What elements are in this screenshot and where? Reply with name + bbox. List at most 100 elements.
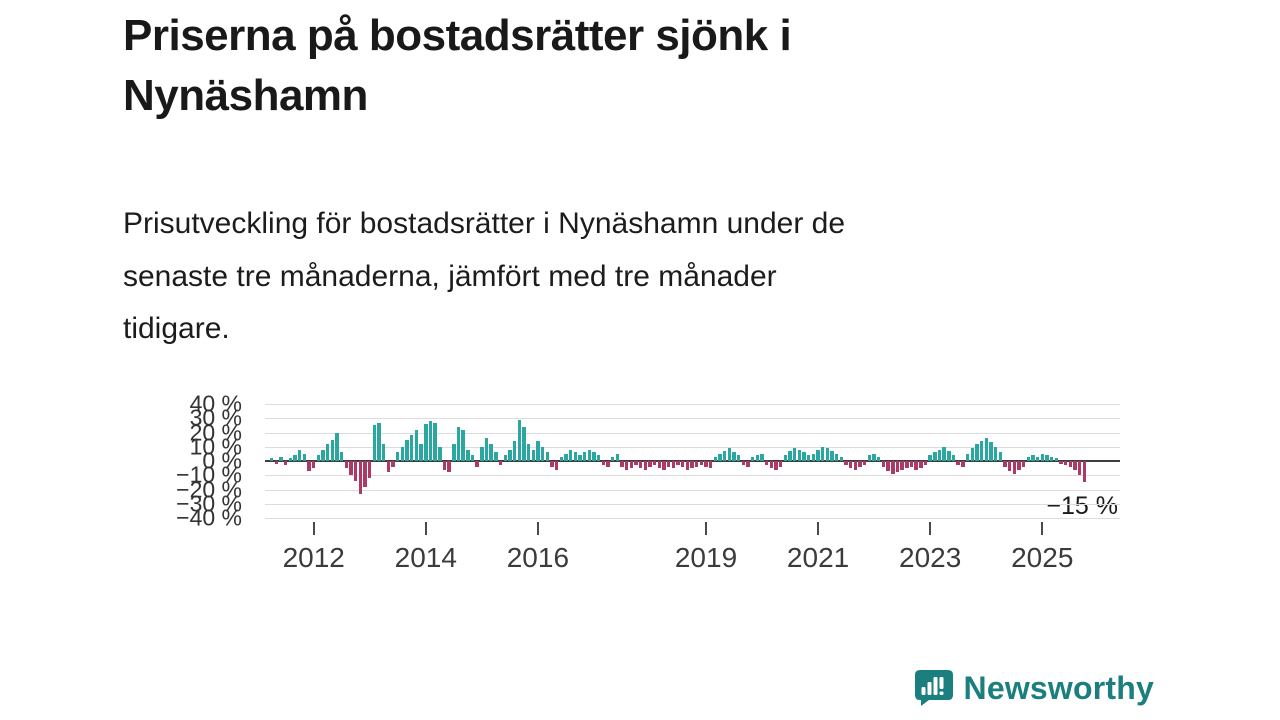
gridline xyxy=(265,404,1120,405)
bar-positive xyxy=(933,452,937,461)
bar-positive xyxy=(377,422,381,461)
bar-positive xyxy=(727,448,732,461)
gridline xyxy=(265,489,1120,491)
bar-negative xyxy=(1082,461,1086,483)
x-axis: 2012 2014 2016 2019 2021 2023 2025 xyxy=(265,518,1120,588)
chart-title-line-2: Nynäshamn xyxy=(123,70,368,120)
bar-positive xyxy=(531,449,535,461)
y-tick-label: 10 % xyxy=(189,433,242,460)
bar-negative xyxy=(363,461,367,487)
bar-positive xyxy=(540,446,545,461)
newsworthy-logo-icon xyxy=(914,670,953,706)
bar-positive xyxy=(783,455,788,461)
y-tick-label: 0 % xyxy=(202,447,242,474)
x-tick-label: 2016 xyxy=(506,542,570,573)
bar-positive xyxy=(326,443,330,461)
bar-positive xyxy=(1054,458,1058,461)
bar-positive xyxy=(615,453,619,461)
x-tick xyxy=(424,522,427,535)
bar-negative xyxy=(680,461,685,467)
bar-positive xyxy=(830,451,834,461)
bar-negative xyxy=(699,461,704,466)
bar-positive xyxy=(330,439,335,461)
bar-positive xyxy=(989,442,993,461)
bar-negative xyxy=(312,461,316,469)
bar-positive xyxy=(951,455,956,461)
chart-description-line-1: Prisutveckling för bostadsrätter i Nynäs… xyxy=(123,207,846,240)
bar-negative xyxy=(708,461,713,469)
bar-positive xyxy=(522,426,526,461)
bar-positive xyxy=(587,449,591,461)
bar-positive xyxy=(979,441,984,461)
bar-negative xyxy=(391,461,395,467)
x-tick xyxy=(312,522,315,535)
bar-positive xyxy=(545,452,549,461)
bar-negative xyxy=(662,461,666,470)
bar-positive xyxy=(788,451,792,461)
bar-positive xyxy=(998,452,1002,461)
bar-negative xyxy=(1003,461,1007,467)
bar-negative xyxy=(858,461,862,467)
bar-negative xyxy=(690,461,694,469)
bar-negative xyxy=(274,461,279,464)
y-tick-label: −20 % xyxy=(176,476,242,502)
bar-negative xyxy=(344,461,349,469)
chart-title: Priserna på bostadsrätter sjönk i Nynäsha… xyxy=(123,6,1103,126)
bar-negative xyxy=(368,461,372,479)
bar-positive xyxy=(452,443,456,461)
bar-positive xyxy=(1031,455,1035,461)
bar-positive xyxy=(965,453,970,461)
bar-negative xyxy=(769,461,774,469)
bar-positive xyxy=(596,455,601,461)
gridline xyxy=(265,446,1120,448)
bar-negative xyxy=(284,461,288,466)
bar-positive xyxy=(802,452,806,461)
bar-negative xyxy=(676,461,680,466)
bar-positive xyxy=(424,423,428,461)
bar-negative xyxy=(746,461,750,467)
bar-positive xyxy=(1045,455,1049,461)
x-tick-label: 2012 xyxy=(282,542,345,573)
chart-description-line-3: tidigare. xyxy=(123,312,230,345)
bar-negative xyxy=(1017,461,1021,470)
bar-positive xyxy=(335,432,339,461)
bar-positive xyxy=(722,451,727,461)
x-tick xyxy=(929,522,932,535)
bar-negative xyxy=(624,461,629,470)
bar-positive xyxy=(928,455,932,461)
bar-positive xyxy=(970,448,974,461)
bar-positive xyxy=(503,455,507,461)
bar-positive xyxy=(1035,456,1040,461)
bar-positive xyxy=(494,452,498,461)
bar-positive xyxy=(564,453,568,461)
y-axis-labels: 40 % 30 % 20 % 10 % 0 % −10 % −20 % −30 % −40 % xyxy=(100,392,248,529)
bar-negative xyxy=(863,461,867,466)
bar-negative xyxy=(643,461,647,470)
bar-negative xyxy=(354,461,358,481)
bar-positive xyxy=(737,455,741,461)
bar-negative xyxy=(895,461,900,473)
bar-negative xyxy=(919,461,923,469)
bar-negative xyxy=(1012,461,1016,474)
bar-negative xyxy=(1007,461,1012,471)
x-tick-label: 2014 xyxy=(394,542,457,573)
bar-positive xyxy=(1049,456,1054,461)
bar-positive xyxy=(298,449,302,461)
bar-negative xyxy=(849,461,853,469)
x-tick-label: 2023 xyxy=(899,542,962,573)
bar-positive xyxy=(732,452,736,461)
bar-negative xyxy=(666,461,671,467)
bar-positive xyxy=(877,456,881,461)
bar-negative xyxy=(638,461,643,469)
x-tick xyxy=(1041,522,1044,535)
bar-positive xyxy=(816,449,820,461)
bar-positive xyxy=(993,446,998,461)
bar-positive xyxy=(512,441,517,461)
bar-positive xyxy=(419,443,423,461)
bar-positive xyxy=(984,438,988,461)
newsworthy-logo-text: Newsworthy xyxy=(963,670,1154,706)
bar-positive xyxy=(466,449,470,461)
bar-positive xyxy=(489,443,493,461)
bar-negative xyxy=(601,461,605,466)
bar-positive xyxy=(592,452,596,461)
